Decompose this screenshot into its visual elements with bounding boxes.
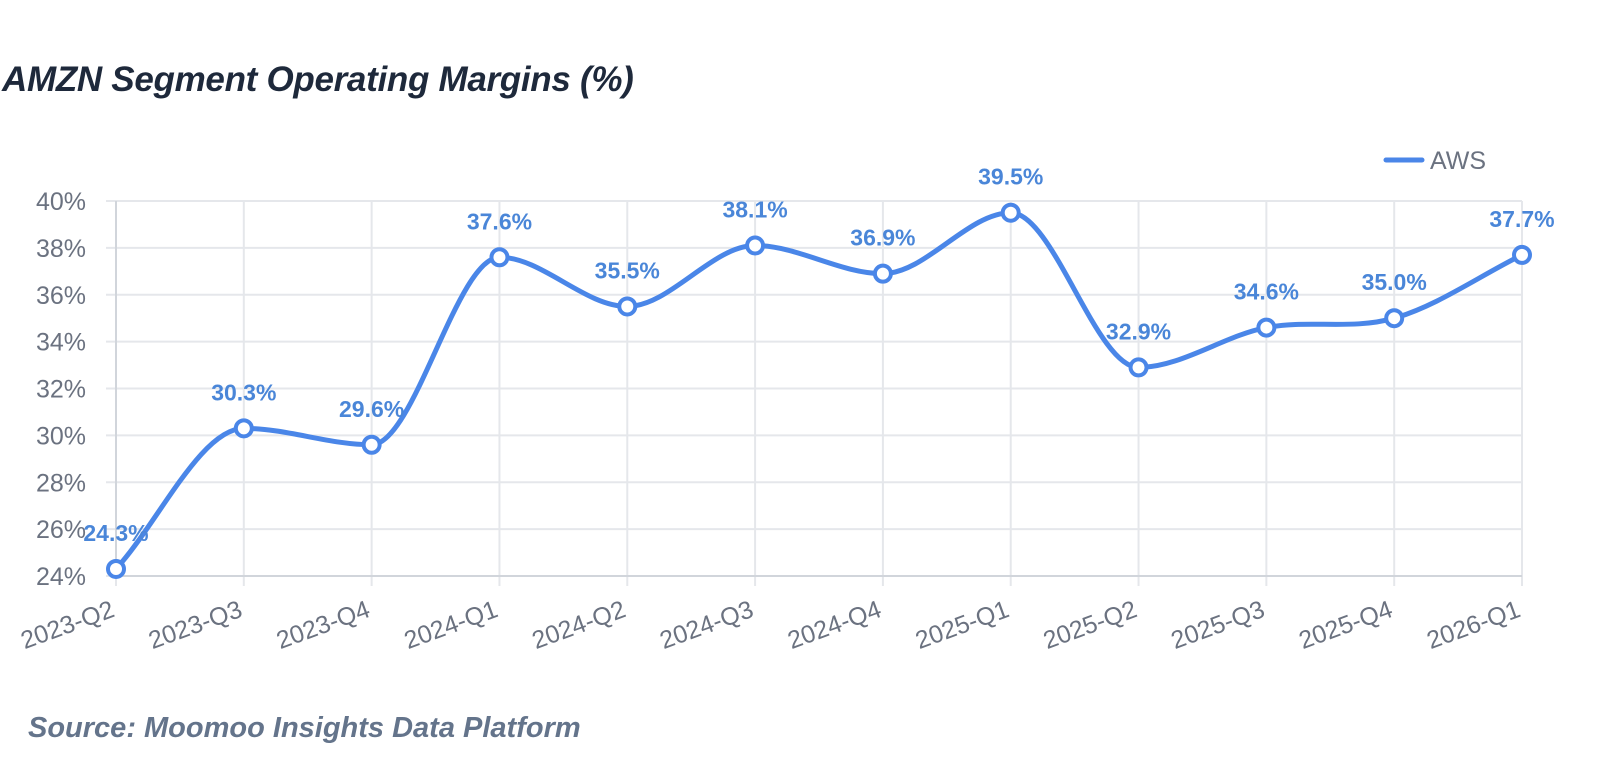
- y-tick-label: 24%: [36, 563, 86, 591]
- data-point[interactable]: [106, 558, 126, 579]
- x-tick-label: 2023-Q4: [273, 595, 374, 655]
- data-label: 24.3%: [83, 520, 148, 546]
- x-tick-label: 2025-Q2: [1040, 595, 1141, 655]
- data-label: 37.7%: [1489, 206, 1554, 232]
- data-label: 35.5%: [595, 257, 660, 283]
- source-note: Source: Moomoo Insights Data Platform: [28, 712, 581, 744]
- data-label: 29.6%: [339, 396, 404, 422]
- x-tick-label: 2023-Q3: [145, 595, 246, 655]
- data-point[interactable]: [617, 296, 638, 317]
- y-tick-label: 34%: [36, 329, 86, 357]
- data-point[interactable]: [1128, 357, 1149, 378]
- y-tick-label: 38%: [36, 235, 86, 263]
- series-line-layer: [113, 210, 1525, 572]
- x-tick-label: 2023-Q2: [17, 595, 118, 655]
- y-tick-label: 28%: [36, 469, 86, 497]
- data-label: 34.6%: [1234, 279, 1299, 305]
- data-point[interactable]: [233, 418, 254, 439]
- data-label: 30.3%: [211, 379, 276, 405]
- x-tick-label: 2025-Q4: [1295, 595, 1396, 655]
- data-point[interactable]: [1000, 202, 1021, 223]
- legend[interactable]: AWS: [1383, 147, 1486, 175]
- y-tick-label: 40%: [36, 188, 86, 216]
- data-label: 32.9%: [1106, 318, 1171, 344]
- data-point[interactable]: [1512, 244, 1532, 265]
- x-tick-label: 2024-Q2: [528, 595, 629, 655]
- data-label: 37.6%: [467, 208, 532, 234]
- chart-title: AMZN Segment Operating Margins (%): [2, 60, 634, 99]
- data-label: 36.9%: [850, 225, 915, 251]
- x-tick-label: 2024-Q1: [401, 595, 502, 655]
- x-tick-label: 2025-Q3: [1167, 595, 1268, 655]
- data-point[interactable]: [489, 247, 510, 268]
- data-point[interactable]: [872, 263, 893, 284]
- x-tick-label: 2026-Q1: [1423, 595, 1524, 655]
- data-labels: 24.3% 30.3% 29.6% 37.6% 35.5% 38.1% 36.9% 39.5%…: [83, 164, 1554, 546]
- y-tick-label: 36%: [36, 282, 86, 310]
- data-label: 39.5%: [978, 164, 1043, 190]
- data-label: 38.1%: [722, 197, 787, 223]
- legend-label-aws: AWS: [1430, 147, 1486, 175]
- data-label: 35.0%: [1362, 269, 1427, 295]
- data-points: [106, 202, 1532, 579]
- data-point[interactable]: [1256, 317, 1277, 338]
- data-point[interactable]: [1384, 308, 1405, 329]
- data-point[interactable]: [361, 434, 382, 455]
- y-tick-label: 30%: [36, 422, 86, 450]
- x-tick-label: 2024-Q3: [656, 595, 757, 655]
- y-tick-label: 26%: [36, 516, 86, 544]
- x-tick-label: 2024-Q4: [784, 595, 885, 655]
- data-point[interactable]: [745, 235, 766, 256]
- y-tick-label: 32%: [36, 376, 86, 404]
- x-tick-label: 2025-Q1: [912, 595, 1013, 655]
- series-line-aws: [113, 210, 1525, 572]
